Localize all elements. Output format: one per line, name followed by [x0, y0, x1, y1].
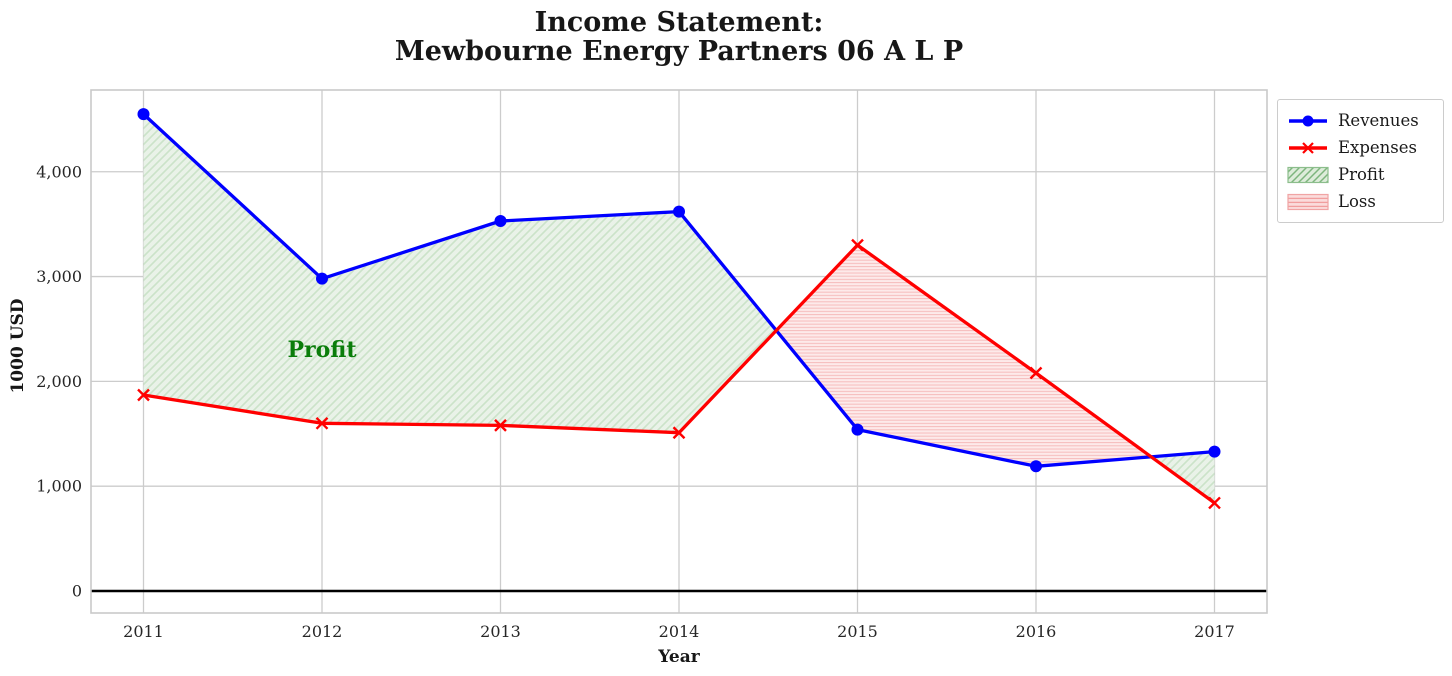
chart-title: Income Statement: Mewbourne Energy Partn… — [395, 8, 963, 66]
plot-border — [90, 89, 1268, 614]
circle-marker — [673, 205, 685, 218]
y-tick-labels: 0 1,000 2,000 3,000 4,000 — [36, 162, 82, 600]
legend-item-revenues: Revenues — [1287, 107, 1434, 134]
x-tick-label: 2013 — [480, 622, 521, 641]
y-tick-label: 0 — [72, 581, 82, 600]
y-tick-label: 2,000 — [36, 372, 82, 391]
circle-marker — [316, 272, 328, 285]
profit-patch-swatch — [1287, 166, 1329, 183]
legend-label: Loss — [1338, 192, 1376, 211]
profit-fill-area — [143, 114, 777, 433]
loss-fill-area — [776, 245, 1152, 467]
revenues-line-swatch — [1289, 115, 1327, 126]
circle-marker — [1030, 460, 1042, 473]
revenues-series — [137, 108, 1221, 473]
legend-item-profit: Profit — [1287, 161, 1434, 188]
x-marker — [494, 419, 507, 432]
circle-marker — [851, 423, 864, 436]
legend-label: Revenues — [1338, 111, 1419, 130]
x-tick-label: 2016 — [1016, 622, 1057, 641]
x-marker — [851, 238, 864, 252]
x-marker — [1208, 496, 1221, 510]
y-tick-label: 3,000 — [36, 267, 82, 286]
chart-title-line1: Income Statement: — [534, 7, 824, 38]
x-tick-label: 2012 — [302, 622, 343, 641]
x-tick-labels: 2011 2012 2013 2014 2015 2016 2017 — [123, 622, 1235, 641]
x-axis-title: Year — [658, 647, 700, 667]
circle-marker — [494, 215, 507, 228]
legend-label: Profit — [1338, 165, 1385, 184]
expenses-series — [137, 238, 1221, 510]
y-tick-label: 1,000 — [36, 477, 82, 496]
legend-item-loss: Loss — [1287, 188, 1434, 215]
chart-title-line2: Mewbourne Energy Partners 06 A L P — [394, 36, 964, 67]
y-tick-label: 4,000 — [36, 162, 82, 181]
legend: Revenues Expenses Profit Loss — [1277, 99, 1444, 223]
x-tick-label: 2017 — [1194, 622, 1235, 641]
circle-marker — [137, 108, 150, 121]
loss-patch-swatch — [1287, 193, 1329, 210]
circle-marker — [1208, 445, 1221, 458]
legend-item-expenses: Expenses — [1287, 134, 1434, 161]
x-tick-label: 2014 — [659, 622, 700, 641]
x-marker — [1029, 366, 1043, 380]
x-marker — [137, 388, 150, 402]
x-tick-label: 2011 — [123, 622, 164, 641]
x-marker — [672, 426, 686, 440]
x-marker — [315, 416, 329, 430]
legend-label: Expenses — [1338, 138, 1418, 157]
y-axis-title: 1000 USD — [8, 298, 28, 394]
expenses-line-swatch — [1289, 141, 1327, 154]
x-tick-label: 2015 — [837, 622, 878, 641]
profit-annotation: Profit — [287, 337, 357, 363]
